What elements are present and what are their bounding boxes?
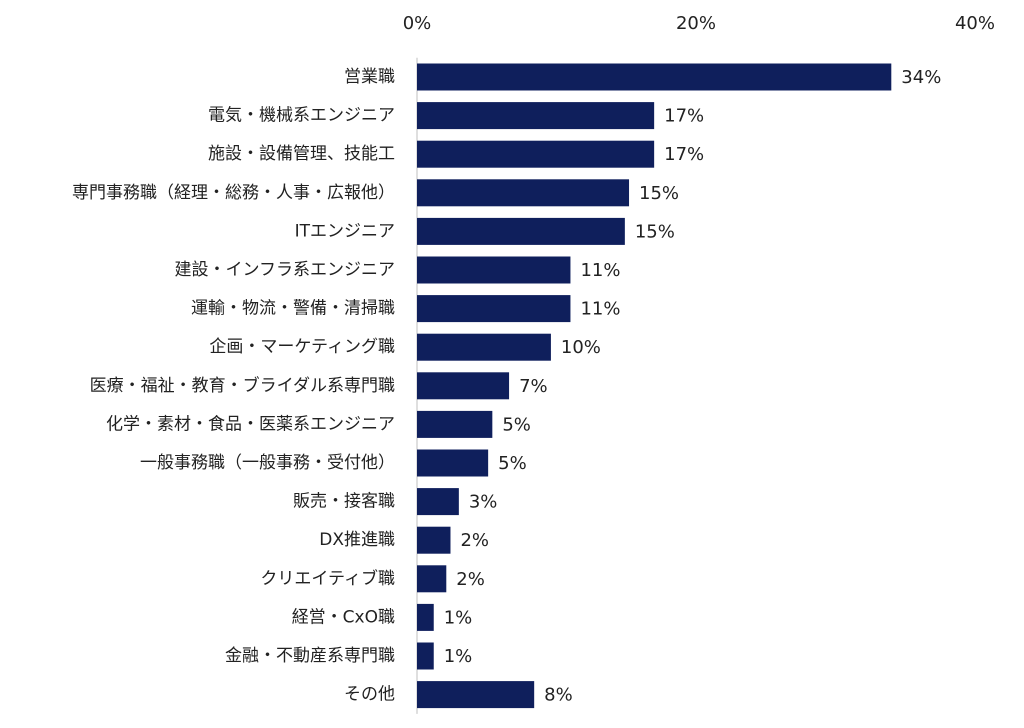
category-label: 専門事務職（経理・総務・人事・広報他） <box>72 183 395 203</box>
category-label: 建設・インフラ系エンジニア <box>175 260 396 280</box>
data-label: 15% <box>639 183 679 204</box>
data-label: 15% <box>635 221 675 242</box>
bar <box>417 681 535 709</box>
x-tick-label: 0% <box>403 13 432 34</box>
category-label: ITエンジニア <box>295 221 395 241</box>
bar <box>417 410 493 438</box>
data-label: 17% <box>664 106 704 127</box>
category-label: 化学・素材・食品・医薬系エンジニア <box>106 414 395 434</box>
category-label: 電気・機械系エンジニア <box>208 106 395 126</box>
data-label: 7% <box>519 376 548 397</box>
category-label: DX推進職 <box>319 530 395 550</box>
data-label: 11% <box>580 260 620 281</box>
bar <box>417 295 571 323</box>
bar <box>417 565 447 593</box>
value-labels: 34%17%17%15%15%11%11%10%7%5%5%3%2%2%1%1%… <box>444 67 942 706</box>
bar <box>417 102 655 130</box>
category-label: 運輸・物流・警備・清掃職 <box>191 299 395 319</box>
category-label: 販売・接客職 <box>293 492 395 512</box>
category-label: 金融・不動産系専門職 <box>225 646 395 666</box>
bar <box>417 488 459 516</box>
x-tick-label: 40% <box>955 13 995 34</box>
data-label: 8% <box>544 685 573 706</box>
bar <box>417 179 630 207</box>
data-label: 5% <box>502 414 531 435</box>
bar <box>417 526 451 554</box>
data-label: 1% <box>444 646 473 667</box>
category-label: 企画・マーケティング職 <box>209 337 395 357</box>
x-tick-label: 20% <box>676 13 716 34</box>
bars <box>417 63 892 709</box>
data-label: 2% <box>460 530 489 551</box>
bar <box>417 63 892 91</box>
bar <box>417 449 489 477</box>
data-label: 10% <box>561 337 601 358</box>
bar <box>417 603 434 631</box>
category-label: クリエイティブ職 <box>260 568 395 589</box>
data-label: 17% <box>664 144 704 165</box>
bar <box>417 642 434 670</box>
data-label: 2% <box>456 569 485 590</box>
category-labels: 営業職電気・機械系エンジニア施設・設備管理、技能工専門事務職（経理・総務・人事・… <box>72 67 395 705</box>
bar <box>417 256 571 284</box>
data-label: 5% <box>498 453 527 474</box>
category-label: 経営・CxO職 <box>292 607 395 627</box>
data-label: 1% <box>444 607 473 628</box>
bar <box>417 217 625 245</box>
bar <box>417 333 551 361</box>
data-label: 11% <box>580 299 620 320</box>
data-label: 3% <box>469 492 498 513</box>
category-label: その他 <box>344 685 395 705</box>
bar <box>417 372 510 400</box>
x-axis-ticks: 0% 20% 40% <box>403 13 995 34</box>
category-label: 一般事務職（一般事務・受付他） <box>140 453 395 473</box>
category-label: 医療・福祉・教育・ブライダル系専門職 <box>90 375 395 396</box>
category-label: 営業職 <box>344 67 395 87</box>
data-label: 34% <box>901 67 941 88</box>
category-label: 施設・設備管理、技能工 <box>208 144 395 164</box>
bar <box>417 140 655 168</box>
